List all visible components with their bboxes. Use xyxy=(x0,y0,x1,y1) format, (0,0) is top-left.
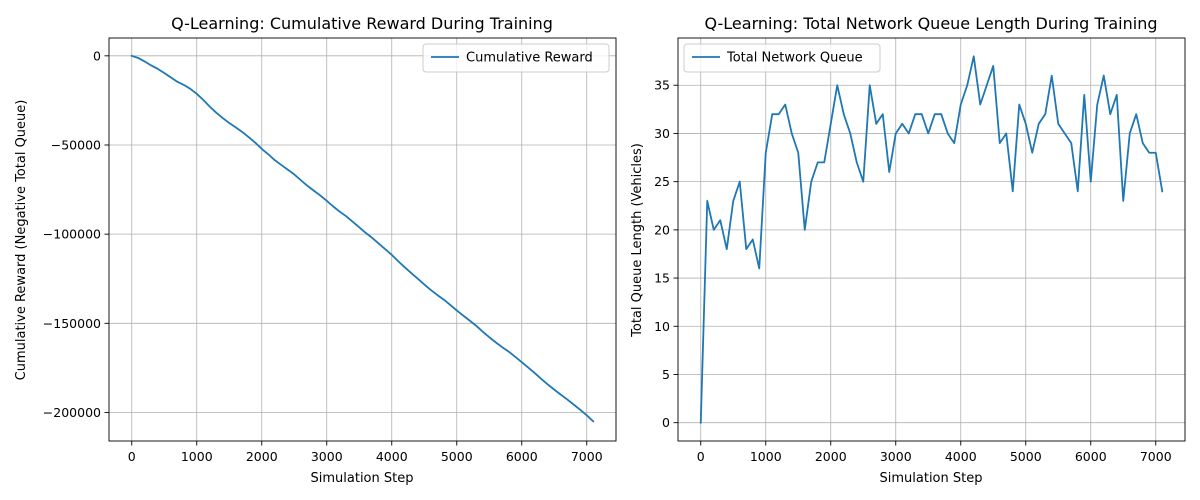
y-tick-label: 25 xyxy=(654,174,670,189)
y-tick-label: 0 xyxy=(662,415,670,430)
ticks: 0 1000 2000 3000 4000 5000 6000 7000 0 5 10 15 20 25 3… xyxy=(654,78,1172,464)
y-axis-label: Cumulative Reward (Negative Total Queue) xyxy=(14,100,29,381)
x-tick-label: 6000 xyxy=(506,449,538,464)
y-tick-label: 20 xyxy=(654,222,670,237)
x-tick-label: 1000 xyxy=(181,449,213,464)
y-axis-label: Total Queue Length (Vehicles) xyxy=(630,143,645,338)
y-tick-label: −200000 xyxy=(43,405,101,420)
plot-frame xyxy=(677,37,1186,442)
x-tick-label: 2000 xyxy=(246,449,278,464)
grid xyxy=(678,38,1185,441)
y-tick-label: 10 xyxy=(654,319,670,334)
x-tick-label: 3000 xyxy=(880,449,912,464)
y-tick-label: 0 xyxy=(93,48,101,63)
plot-frame xyxy=(108,37,617,442)
y-tick-label: −100000 xyxy=(43,227,101,242)
legend-label: Cumulative Reward xyxy=(466,51,593,66)
y-tick-label: −150000 xyxy=(43,316,101,331)
x-tick-label: 7000 xyxy=(571,449,603,464)
legend: Cumulative Reward xyxy=(422,43,610,73)
legend-box xyxy=(422,43,610,73)
x-tick-label: 5000 xyxy=(1010,449,1042,464)
x-tick-label: 2000 xyxy=(815,449,847,464)
chart-total-queue: Q-Learning: Total Network Queue Length D… xyxy=(630,14,1186,486)
x-tick-label: 4000 xyxy=(945,449,977,464)
y-tick-label: −50000 xyxy=(51,137,101,152)
x-tick-label: 1000 xyxy=(750,449,782,464)
series-line xyxy=(130,54,595,423)
x-tick-label: 0 xyxy=(697,449,705,464)
x-axis-label: Simulation Step xyxy=(311,471,414,486)
legend-label: Total Network Queue xyxy=(726,51,863,66)
ticks: 0 1000 2000 3000 4000 5000 6000 7000 0 −50000 −100… xyxy=(43,48,603,464)
legend-box xyxy=(683,43,881,73)
x-tick-label: 0 xyxy=(128,449,136,464)
y-tick-label: 5 xyxy=(662,367,670,382)
legend: Total Network Queue xyxy=(683,43,881,73)
chart-title: Q-Learning: Cumulative Reward During Tra… xyxy=(171,14,553,33)
x-tick-label: 3000 xyxy=(311,449,343,464)
series-layer xyxy=(699,55,1164,424)
chart-cumulative-reward: Q-Learning: Cumulative Reward During Tra… xyxy=(14,14,617,486)
series-line xyxy=(699,55,1164,424)
x-axis-label: Simulation Step xyxy=(880,471,983,486)
chart-title: Q-Learning: Total Network Queue Length D… xyxy=(704,14,1157,33)
y-tick-label: 15 xyxy=(654,271,670,286)
series-layer xyxy=(130,54,595,423)
x-tick-label: 5000 xyxy=(441,449,473,464)
y-tick-label: 35 xyxy=(654,78,670,93)
x-tick-label: 6000 xyxy=(1075,449,1107,464)
x-tick-label: 7000 xyxy=(1140,449,1172,464)
grid xyxy=(109,38,616,441)
x-tick-label: 4000 xyxy=(376,449,408,464)
y-tick-label: 30 xyxy=(654,126,670,141)
